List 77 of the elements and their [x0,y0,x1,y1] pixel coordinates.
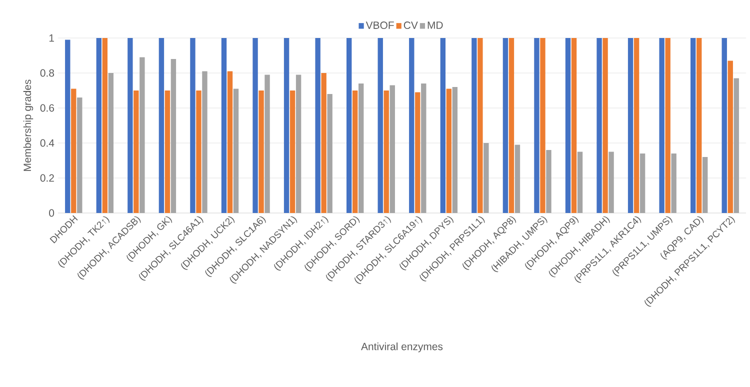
bar [671,154,676,213]
bar [415,92,420,213]
bar [264,74,270,213]
bar [565,38,571,213]
bar [534,38,540,213]
bar [484,143,489,213]
bar [190,38,196,213]
bar [258,90,264,213]
bar [502,38,508,213]
bar [315,38,320,213]
bar [514,144,520,213]
bar [478,38,483,213]
bar [384,90,389,213]
bar [608,152,614,213]
y-tick-label: 0.4 [40,139,54,147]
bar [352,90,358,213]
bar [321,73,326,213]
bar [728,60,733,213]
bar [221,38,227,213]
bar [358,84,364,213]
bar [571,38,577,213]
bar [446,88,452,213]
bar [196,90,202,213]
bar [102,38,108,213]
y-axis-title: Membership grades [23,80,34,171]
bar [540,38,546,213]
bar [170,59,176,213]
bar [134,90,139,213]
legend-label: MD [428,22,443,29]
bar [108,73,114,213]
bar [665,38,670,213]
x-axis-title: Antiviral enzymes [361,342,443,352]
bar [628,38,634,213]
bar [290,90,296,213]
bar [202,71,208,213]
bar [284,38,290,213]
bar [452,87,458,213]
bar [734,78,739,213]
bar [128,38,133,213]
bar [65,40,70,213]
bar [77,98,82,213]
bar [409,38,414,213]
bar [702,157,708,213]
bar [140,57,145,213]
bar [378,38,383,213]
bar [390,85,395,213]
y-tick-label: 0 [49,209,54,217]
y-tick-label: 0.8 [40,69,54,77]
bar [296,74,302,213]
legend-label: CV [404,22,418,29]
bar [690,38,696,213]
y-tick-label: 1 [49,34,54,42]
bar [164,90,170,213]
bar [96,38,102,213]
bar [227,71,233,213]
bar [577,152,583,213]
bar [346,38,352,213]
bar [440,38,446,213]
bar [158,38,164,213]
bar [472,38,477,213]
bar [696,38,702,213]
bar [722,38,727,213]
bar [634,38,640,213]
bar [421,84,426,213]
bar [252,38,258,213]
bar [233,88,239,213]
bar [596,38,602,213]
bar [602,38,608,213]
bar [546,150,552,213]
bar [659,38,664,213]
bar [327,94,332,213]
bar [640,154,646,213]
y-tick-label: 0.2 [40,174,54,182]
y-tick-label: 0.6 [40,104,54,112]
legend-label: VBOF [366,22,394,29]
bar [508,38,514,213]
bar [71,88,76,213]
